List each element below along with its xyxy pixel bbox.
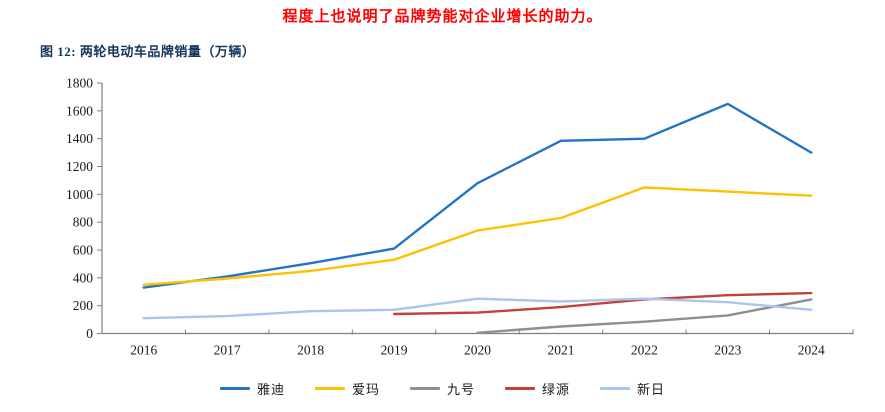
series-line-雅迪 [142,102,813,289]
series-line-九号 [476,298,813,334]
y-tick-label: 1200 [66,159,93,174]
legend-label: 新日 [637,382,666,397]
y-tick-label: 1400 [66,131,93,146]
series-line-新日 [142,297,813,320]
series-line-绿源 [392,291,813,316]
series-line-爱玛 [142,186,813,286]
legend-swatch [600,387,631,390]
x-tick-label: 2018 [297,343,324,358]
page-heading: 程度上也说明了品牌势能对企业增长的助力。 [282,9,603,25]
x-tick-label: 2016 [130,343,157,358]
figure-caption: 图 12: 两轮电动车品牌销量（万辆） [40,44,256,59]
legend-label: 雅迪 [256,382,285,397]
legend-swatch [505,387,535,390]
chart-legend: 雅迪 爱玛 九号 绿源 新日 [0,379,885,398]
legend-swatch [314,387,345,390]
y-tick-label: 800 [73,215,94,230]
y-tick-label: 1800 [66,76,93,91]
legend-item: 新日 [600,379,665,398]
y-tick-label: 200 [73,298,94,313]
x-tick-label: 2022 [631,343,658,358]
legend-label: 爱玛 [351,382,380,397]
legend-swatch [219,387,250,390]
legend-item: 九号 [409,379,475,398]
y-tick-label: 1000 [66,187,93,202]
x-tick-label: 2017 [214,343,241,358]
x-tick-label: 2024 [798,343,825,358]
y-tick-label: 400 [73,270,94,285]
legend-label: 九号 [446,382,475,397]
legend-item: 雅迪 [219,379,285,398]
legend-item: 爱玛 [314,379,380,398]
y-tick-label: 1600 [66,103,93,118]
x-tick-label: 2023 [714,343,741,358]
y-tick-label: 0 [86,326,93,341]
legend-item: 绿源 [505,379,570,398]
x-tick-label: 2020 [464,343,491,358]
legend-label: 绿源 [542,382,571,397]
x-tick-label: 2019 [381,343,408,358]
x-tick-label: 2021 [547,343,574,358]
y-tick-label: 600 [73,243,94,258]
legend-swatch [409,387,440,390]
